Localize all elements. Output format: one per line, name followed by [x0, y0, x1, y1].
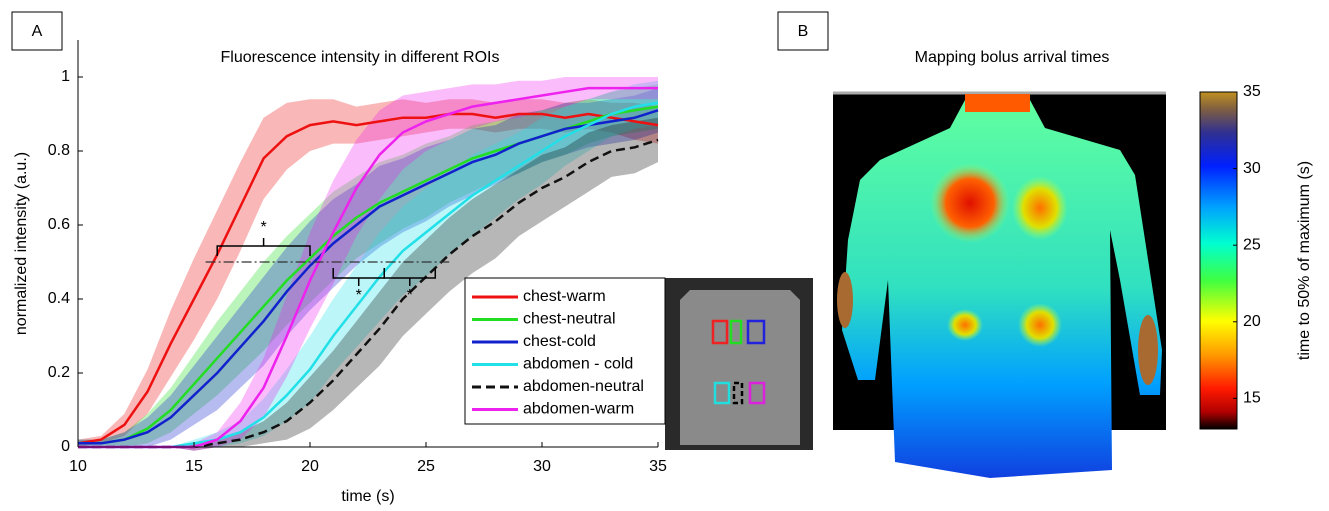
- colorbar-label: time to 50% of maximum (s): [1296, 161, 1313, 360]
- chart-title: Mapping bolus arrival times: [915, 49, 1110, 66]
- legend: chest-warm chest-neutral chest-cold abdomen…: [464, 277, 666, 425]
- legend-label: chest-neutral: [523, 311, 616, 328]
- y-tick-label: 1: [61, 68, 70, 85]
- legend-label: abdomen-neutral: [523, 378, 644, 395]
- colorbar-tick-label: 30: [1243, 160, 1261, 177]
- panel-label: A: [32, 23, 43, 40]
- y-tick-label: 0.8: [48, 142, 70, 159]
- y-tick-label: 0.6: [48, 216, 70, 233]
- colorbar-tick-label: 20: [1243, 313, 1261, 330]
- series-line: [78, 138, 659, 449]
- legend-label: abdomen-warm: [523, 401, 634, 418]
- legend-box: [464, 277, 666, 425]
- colorbar-tick-label: 35: [1243, 83, 1261, 100]
- error-band: [78, 80, 658, 447]
- x-tick-label: 30: [533, 458, 551, 475]
- significance-star: *: [260, 219, 266, 236]
- colorbar-frame: [1199, 91, 1238, 430]
- y-tick-label: 0: [61, 438, 70, 455]
- heatmap-image: [833, 91, 1166, 478]
- significance-star: *: [356, 287, 362, 304]
- legend-label: abdomen - cold: [523, 356, 633, 373]
- x-tick-label: 20: [301, 458, 319, 475]
- x-tick-label: 25: [417, 458, 435, 475]
- panel-label-box: [777, 11, 829, 51]
- colorbar: [1200, 92, 1237, 429]
- significance-star: *: [407, 287, 413, 304]
- inset-photo: [665, 278, 813, 450]
- bracket: [383, 268, 437, 286]
- legend-label: chest-cold: [523, 333, 596, 350]
- y-tick-label: 0.4: [48, 290, 70, 307]
- error-band: [78, 99, 658, 447]
- colorbar-tick-label: 25: [1243, 236, 1261, 253]
- series-line: [78, 109, 659, 445]
- y-tick-label: 0.2: [48, 364, 70, 381]
- panel-label-box: [11, 11, 63, 51]
- x-axis-label: time (s): [341, 488, 394, 505]
- x-tick-label: 10: [69, 458, 87, 475]
- legend-label: chest-warm: [523, 288, 606, 305]
- chart-title: Fluorescence intensity in different ROIs: [221, 49, 500, 66]
- colorbar-tick-label: 15: [1243, 390, 1261, 407]
- error-band: [78, 88, 658, 447]
- y-axis-label: normalized intensity (a.u.): [13, 152, 30, 335]
- x-tick-label: 15: [185, 458, 203, 475]
- series-line: [77, 112, 659, 445]
- error-band: [78, 117, 658, 451]
- panel-label: B: [798, 23, 809, 40]
- error-band: [78, 84, 658, 448]
- bracket: [216, 238, 311, 256]
- x-tick-label: 35: [649, 458, 667, 475]
- error-band: [78, 77, 658, 451]
